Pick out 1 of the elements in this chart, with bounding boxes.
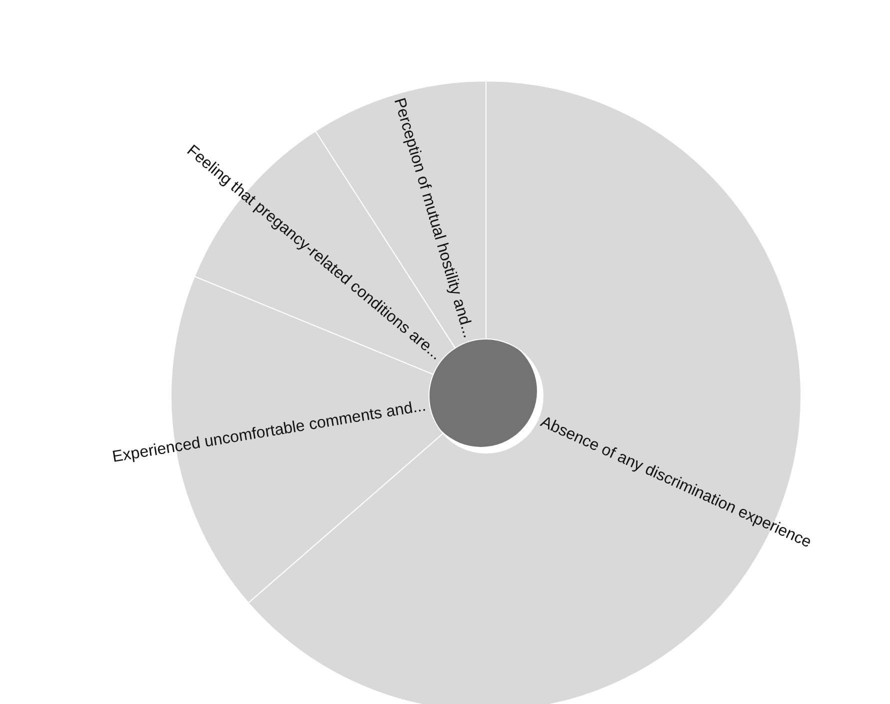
slice-label: Experienced uncomfortable comments and... [111,398,428,466]
